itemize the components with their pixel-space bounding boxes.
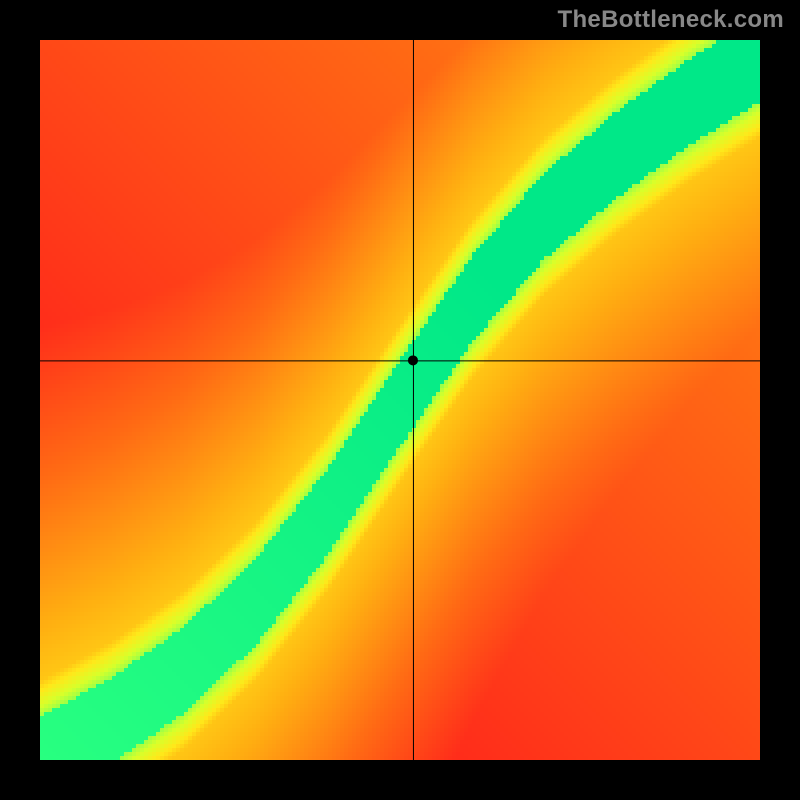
heatmap-canvas xyxy=(40,40,760,760)
watermark-text: TheBottleneck.com xyxy=(558,6,784,34)
